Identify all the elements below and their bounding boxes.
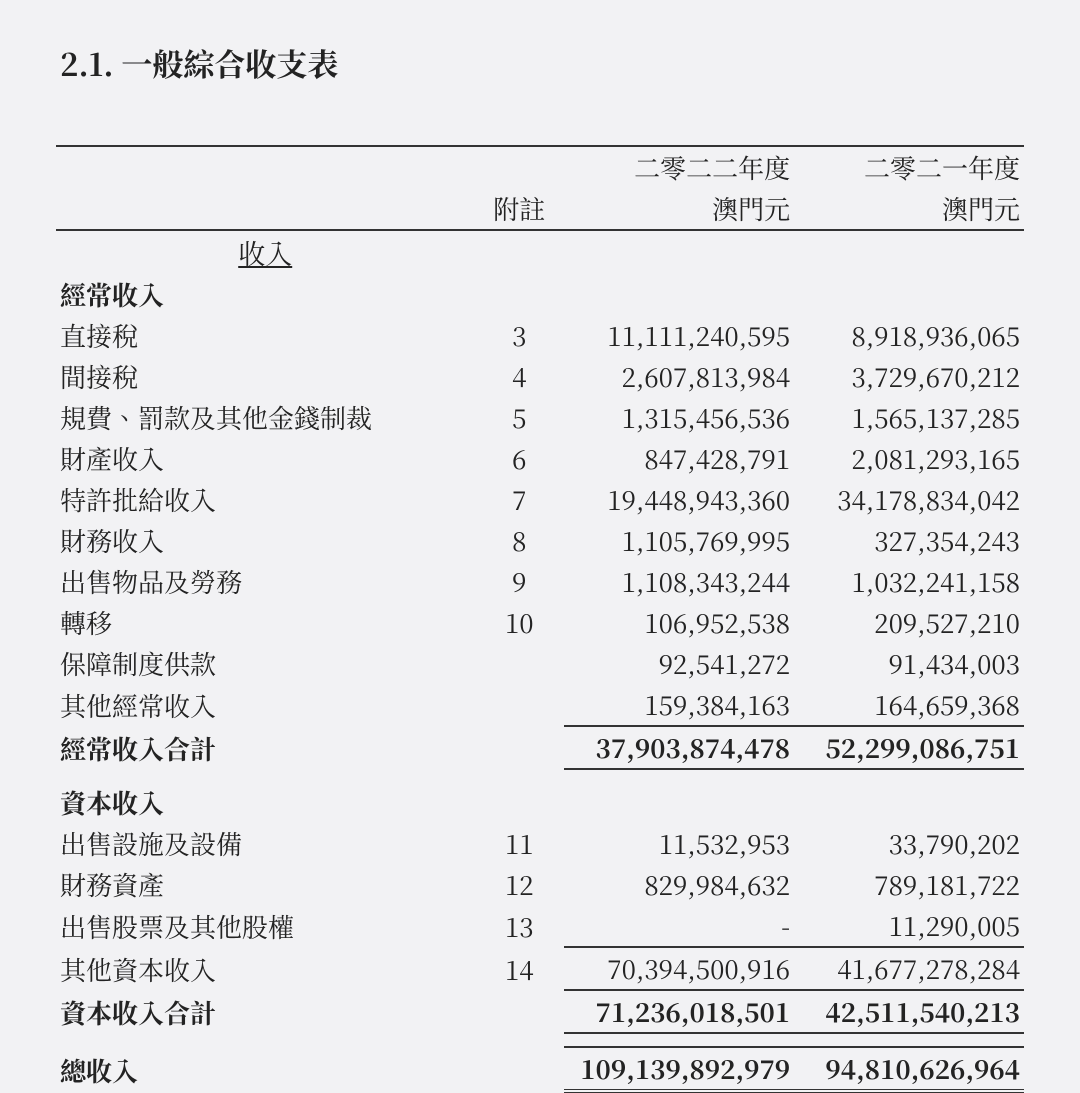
row-y1: 847,428,791 (564, 438, 794, 479)
row-y1: - (564, 905, 794, 947)
row-y1: 1,105,769,995 (564, 520, 794, 561)
table-row: 規費、罰款及其他金錢制裁51,315,456,5361,565,137,285 (56, 397, 1024, 438)
row-y1: 829,984,632 (564, 864, 794, 905)
table-row: 直接稅311,111,240,5958,918,936,065 (56, 315, 1024, 356)
subtotal-y1: 71,236,018,501 (564, 990, 794, 1033)
row-note: 6 (474, 438, 564, 479)
row-y1: 1,315,456,536 (564, 397, 794, 438)
row-note: 9 (474, 561, 564, 602)
row-y2: 209,527,210 (794, 602, 1024, 643)
row-note: 11 (474, 823, 564, 864)
row-note (474, 684, 564, 726)
row-y1: 2,607,813,984 (564, 356, 794, 397)
row-label: 直接稅 (56, 315, 474, 356)
row-y2: 327,354,243 (794, 520, 1024, 561)
row-note: 8 (474, 520, 564, 561)
subtotal-y2: 42,511,540,213 (794, 990, 1024, 1033)
financial-statement-page: 2.1. 一般綜合收支表 二零二二年度 二零二一年度 附註 澳門元 澳門元 收入… (0, 0, 1080, 978)
grand-total-y1: 109,139,892,979 (564, 1047, 794, 1091)
row-y2: 8,918,936,065 (794, 315, 1024, 356)
row-y2: 1,032,241,158 (794, 561, 1024, 602)
row-y2: 1,565,137,285 (794, 397, 1024, 438)
table-row: 出售設施及設備1111,532,95333,790,202 (56, 823, 1024, 864)
recurring-subtotal-row: 經常收入合計 37,903,874,478 52,299,086,751 (56, 726, 1024, 769)
row-note: 3 (474, 315, 564, 356)
row-label: 其他經常收入 (56, 684, 474, 726)
row-label: 財務收入 (56, 520, 474, 561)
row-label: 轉移 (56, 602, 474, 643)
row-y1: 19,448,943,360 (564, 479, 794, 520)
row-y2: 33,790,202 (794, 823, 1024, 864)
subtotal-y2: 52,299,086,751 (794, 726, 1024, 769)
table-row: 保障制度供款 92,541,27291,434,003 (56, 643, 1024, 684)
row-y1: 106,952,538 (564, 602, 794, 643)
section-income-heading: 收入 (56, 230, 474, 274)
row-note (474, 643, 564, 684)
table-row: 其他經常收入 159,384,163164,659,368 (56, 684, 1024, 726)
grand-total-y2: 94,810,626,964 (794, 1047, 1024, 1091)
table-row: 轉移10106,952,538209,527,210 (56, 602, 1024, 643)
row-note: 13 (474, 905, 564, 947)
capital-heading: 資本收入 (56, 782, 474, 823)
table-row: 出售股票及其他股權13-11,290,005 (56, 905, 1024, 947)
row-label: 規費、罰款及其他金錢制裁 (56, 397, 474, 438)
row-y2: 41,677,278,284 (794, 947, 1024, 990)
row-y2: 2,081,293,165 (794, 438, 1024, 479)
row-y2: 3,729,670,212 (794, 356, 1024, 397)
row-y1: 92,541,272 (564, 643, 794, 684)
recurring-heading: 經常收入 (56, 274, 474, 315)
row-y2: 164,659,368 (794, 684, 1024, 726)
col-header-year2-line1: 二零二一年度 (794, 146, 1024, 188)
table-row: 財務收入81,105,769,995327,354,243 (56, 520, 1024, 561)
page-title: 2.1. 一般綜合收支表 (60, 40, 1024, 85)
row-note: 5 (474, 397, 564, 438)
table-row: 財產收入6847,428,7912,081,293,165 (56, 438, 1024, 479)
col-header-note: 附註 (474, 188, 564, 230)
table-row: 其他資本收入1470,394,500,91641,677,278,284 (56, 947, 1024, 990)
row-label: 出售股票及其他股權 (56, 905, 474, 947)
row-y2: 91,434,003 (794, 643, 1024, 684)
income-statement-table: 二零二二年度 二零二一年度 附註 澳門元 澳門元 收入 經常收入 直接稅311,… (56, 145, 1024, 1093)
table-row: 財務資產12829,984,632789,181,722 (56, 864, 1024, 905)
subtotal-label: 資本收入合計 (56, 990, 474, 1033)
table-row: 間接稅42,607,813,9843,729,670,212 (56, 356, 1024, 397)
row-note: 10 (474, 602, 564, 643)
row-note: 7 (474, 479, 564, 520)
row-y2: 11,290,005 (794, 905, 1024, 947)
row-note: 14 (474, 947, 564, 990)
grand-total-label: 總收入 (56, 1047, 474, 1091)
row-label: 財務資產 (56, 864, 474, 905)
row-y2: 34,178,834,042 (794, 479, 1024, 520)
row-label: 保障制度供款 (56, 643, 474, 684)
row-label: 間接稅 (56, 356, 474, 397)
row-label: 財產收入 (56, 438, 474, 479)
col-header-year1-line1: 二零二二年度 (564, 146, 794, 188)
table-row: 特許批給收入719,448,943,36034,178,834,042 (56, 479, 1024, 520)
row-note: 12 (474, 864, 564, 905)
row-label: 特許批給收入 (56, 479, 474, 520)
row-y1: 159,384,163 (564, 684, 794, 726)
row-y1: 11,532,953 (564, 823, 794, 864)
row-label: 其他資本收入 (56, 947, 474, 990)
table-row: 出售物品及勞務91,108,343,2441,032,241,158 (56, 561, 1024, 602)
capital-subtotal-row: 資本收入合計 71,236,018,501 42,511,540,213 (56, 990, 1024, 1033)
grand-total-row: 總收入 109,139,892,979 94,810,626,964 (56, 1047, 1024, 1091)
subtotal-label: 經常收入合計 (56, 726, 474, 769)
row-y1: 11,111,240,595 (564, 315, 794, 356)
row-y2: 789,181,722 (794, 864, 1024, 905)
col-header-year2-line2: 澳門元 (794, 188, 1024, 230)
row-label: 出售物品及勞務 (56, 561, 474, 602)
row-y1: 1,108,343,244 (564, 561, 794, 602)
row-note: 4 (474, 356, 564, 397)
row-y1: 70,394,500,916 (564, 947, 794, 990)
row-label: 出售設施及設備 (56, 823, 474, 864)
col-header-year1-line2: 澳門元 (564, 188, 794, 230)
subtotal-y1: 37,903,874,478 (564, 726, 794, 769)
